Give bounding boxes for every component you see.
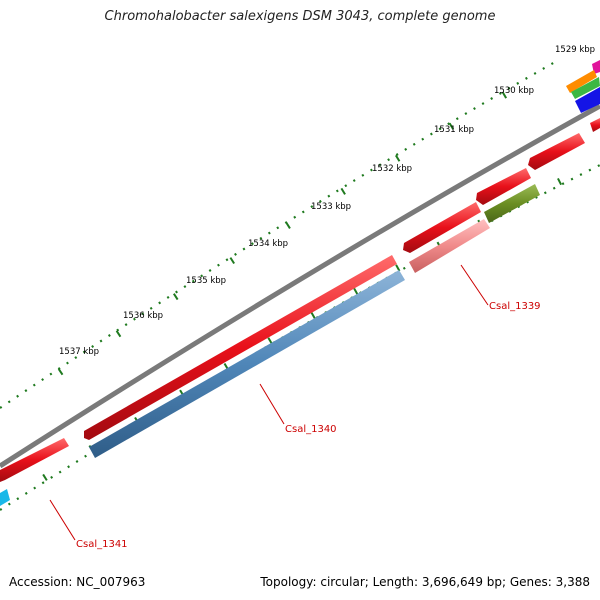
ruler-label-1529: 1529 kbp [555, 45, 595, 55]
ruler-label-1533: 1533 kbp [311, 202, 351, 212]
ruler-tick [448, 122, 455, 130]
ruler-tick [173, 293, 179, 301]
genome-backbone [0, 103, 600, 469]
map-title: Chromohalobacter salexigens DSM 3043, co… [104, 9, 496, 24]
ruler-label-1530: 1530 kbp [494, 86, 534, 96]
cds-forward-3[interactable] [403, 202, 481, 253]
ruler-label-1535: 1535 kbp [186, 276, 226, 286]
ruler-tick [229, 257, 235, 265]
csal-1340-leader [259, 383, 285, 425]
ruler-tick [557, 177, 563, 186]
cds-forward-5[interactable] [528, 133, 585, 170]
accession-text: Accession: NC_007963 [9, 575, 146, 589]
cds-forward-6[interactable] [590, 118, 600, 132]
gene-csal-1340-feature[interactable] [89, 270, 405, 458]
gene-csal-1339-feature[interactable] [409, 219, 490, 273]
cds-green-feature[interactable] [571, 77, 600, 99]
cds-forward-1[interactable] [0, 438, 69, 482]
csal-1341-leader [49, 499, 76, 541]
ruler-label-1534: 1534 kbp [248, 239, 288, 249]
ruler-tick [285, 221, 291, 229]
ruler-tick [501, 91, 508, 99]
cds-blue-feature[interactable] [575, 87, 600, 113]
ruler-label-1531: 1531 kbp [434, 125, 474, 135]
outer-tick-marks [57, 91, 508, 376]
cds-forward-4[interactable] [476, 168, 531, 205]
ruler-tick [267, 337, 273, 345]
ruler-tick [115, 330, 122, 338]
cds-forward-2[interactable] [84, 255, 397, 440]
ruler-tick [310, 312, 316, 320]
ruler-tick [340, 187, 346, 195]
ruler-label-1536: 1536 kbp [123, 311, 163, 321]
ruler-tick [57, 368, 64, 376]
cds-olive-feature[interactable] [484, 184, 540, 223]
ruler-tick [42, 473, 48, 481]
gene-label-csal-1340[interactable]: Csal_1340 [285, 424, 337, 435]
ruler-label-1537: 1537 kbp [59, 347, 99, 357]
ruler-tick [353, 287, 359, 295]
csal-1339-leader [460, 264, 489, 306]
cds-cyan-feature[interactable] [0, 489, 10, 506]
cds-orange-feature[interactable] [566, 70, 597, 93]
gene-label-csal-1339[interactable]: Csal_1339 [489, 301, 541, 312]
ruler-label-1532: 1532 kbp [372, 164, 412, 174]
ruler-tick [395, 264, 401, 272]
gene-label-csal-1341[interactable]: Csal_1341 [76, 539, 128, 550]
ruler-tick [394, 154, 401, 162]
genome-summary-text: Topology: circular; Length: 3,696,649 bp… [260, 575, 590, 589]
